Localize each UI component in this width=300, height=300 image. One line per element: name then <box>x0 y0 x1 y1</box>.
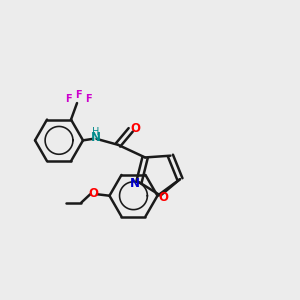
Text: F: F <box>85 94 92 104</box>
Text: O: O <box>88 187 98 200</box>
Text: N: N <box>130 177 140 190</box>
Text: O: O <box>158 191 169 204</box>
Text: O: O <box>130 122 140 135</box>
Text: N: N <box>91 131 100 144</box>
Text: H: H <box>92 127 99 137</box>
Text: F: F <box>65 94 71 104</box>
Text: F: F <box>75 90 82 100</box>
